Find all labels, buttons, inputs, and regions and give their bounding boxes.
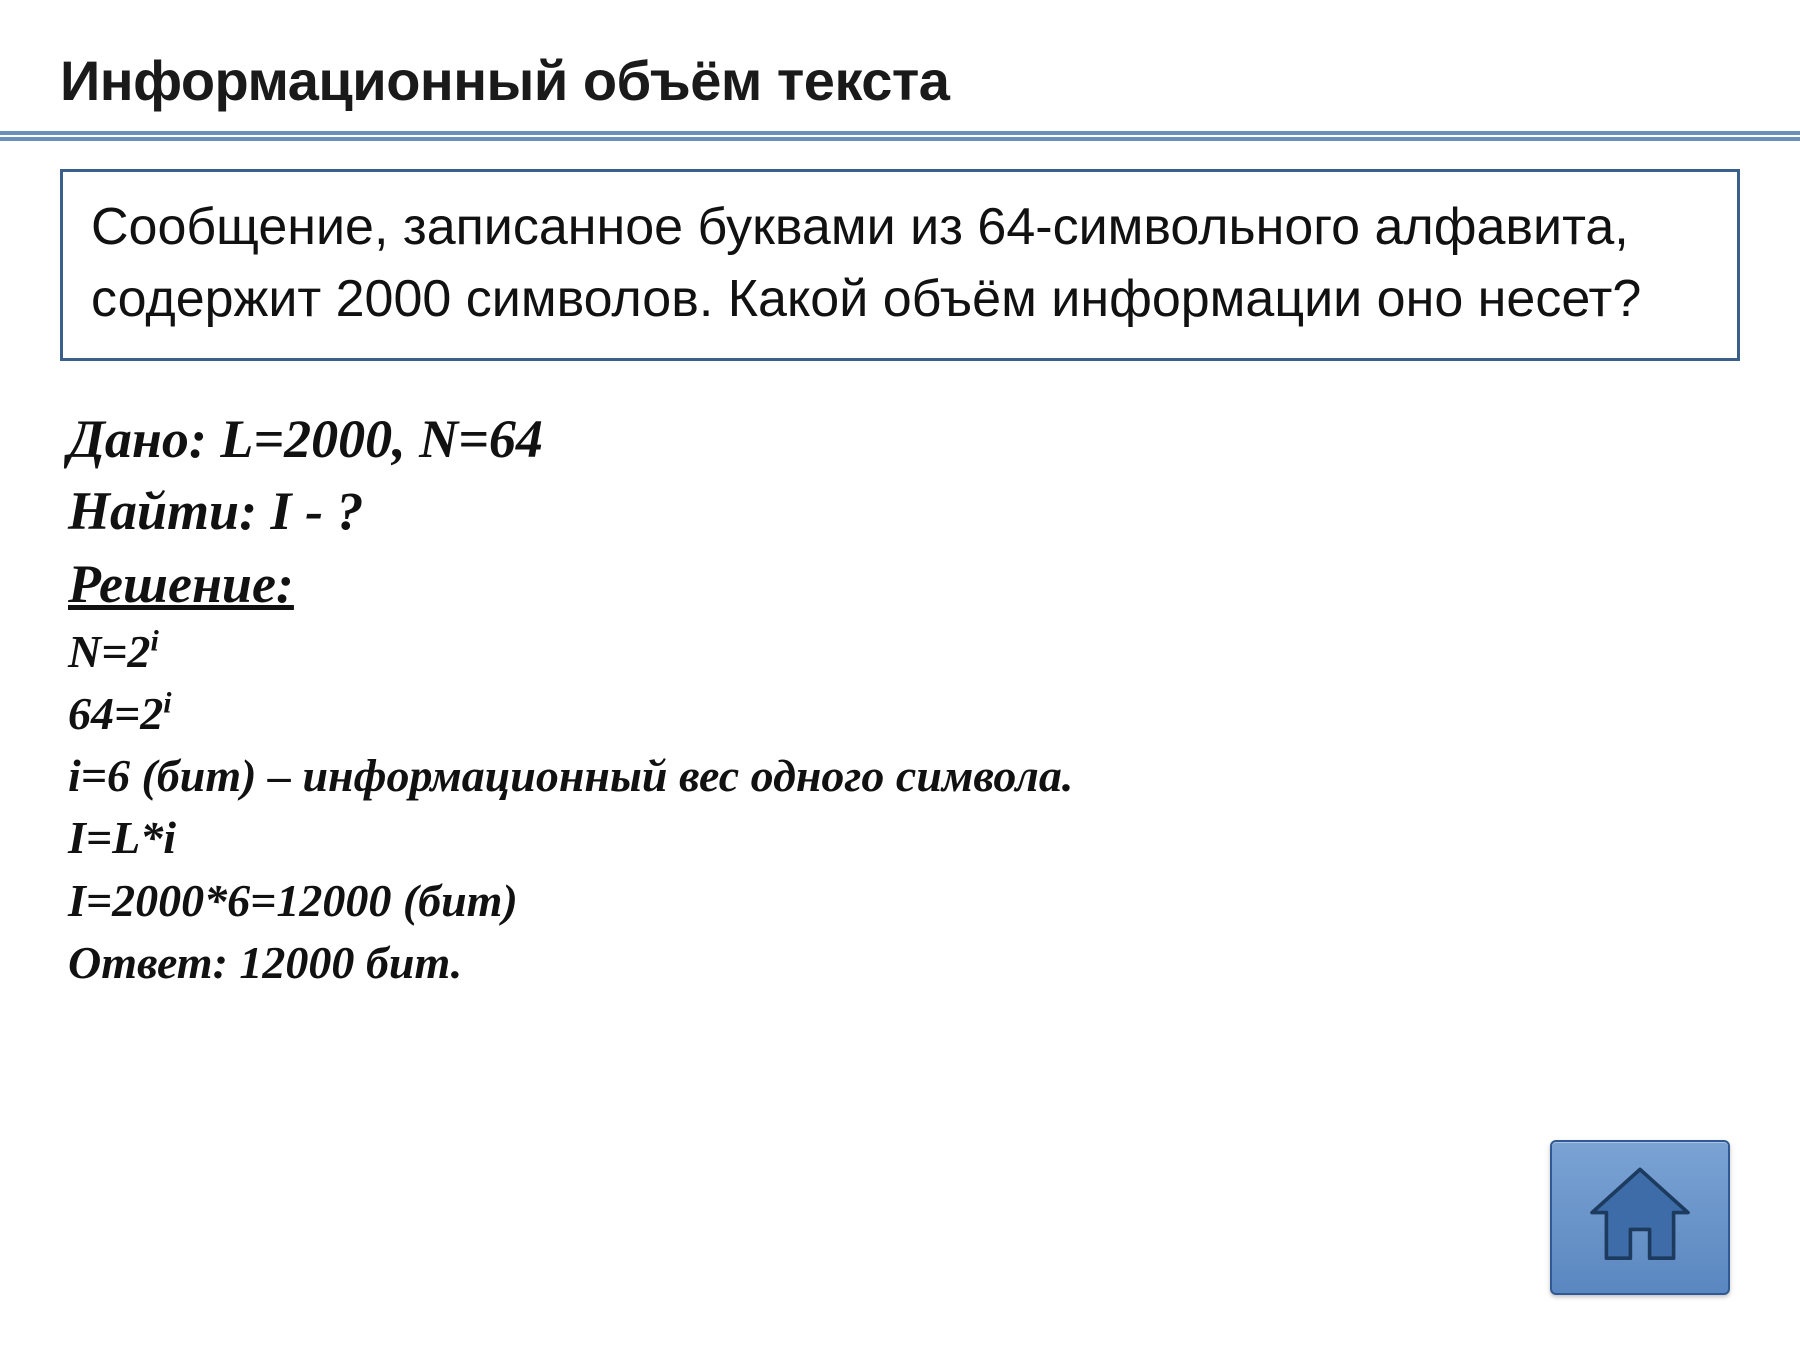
slide: Информационный объём текста Сообщение, з…: [0, 0, 1800, 1350]
find-line: Найти: I - ?: [68, 475, 1740, 548]
eq-line-1: N=2i: [68, 621, 1740, 683]
given-line: Дано: L=2000, N=64: [68, 403, 1740, 476]
slide-title: Информационный объём текста: [60, 48, 1740, 113]
eq-line-4: I=L*i: [68, 807, 1740, 869]
title-rule: [60, 131, 1740, 141]
eq-line-3: i=6 (бит) – информационный вес одного си…: [68, 745, 1740, 807]
eq2-base: 64=2: [68, 688, 163, 739]
eq-line-2: 64=2i: [68, 683, 1740, 745]
answer-line: Ответ: 12000 бит.: [68, 932, 1740, 994]
home-button[interactable]: [1550, 1140, 1730, 1295]
problem-box: Сообщение, записанное буквами из 64-симв…: [60, 169, 1740, 361]
eq2-exp: i: [163, 687, 171, 720]
eq-line-5: I=2000*6=12000 (бит): [68, 870, 1740, 932]
solution-block: Дано: L=2000, N=64 Найти: I - ? Решение:…: [60, 403, 1740, 994]
home-icon: [1580, 1155, 1700, 1280]
solution-heading: Решение:: [68, 548, 1740, 621]
eq1-exp: i: [150, 625, 158, 658]
eq1-base: N=2: [68, 626, 150, 677]
